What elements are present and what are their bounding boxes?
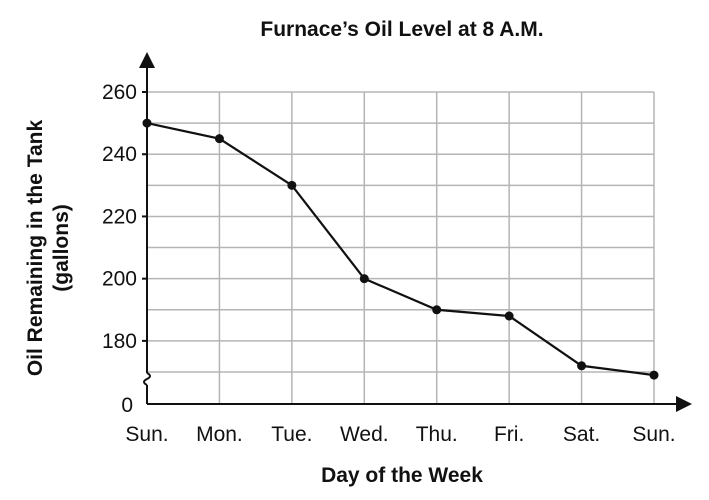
x-tick-label: Fri. [494, 423, 524, 446]
data-point [287, 180, 297, 190]
data-point [142, 118, 152, 128]
series-line [146, 122, 655, 377]
axes [139, 52, 692, 412]
y-tick-label-zero: 0 [121, 394, 133, 417]
x-tick-label: Sun. [125, 423, 168, 446]
y-tick-label: 180 [102, 330, 137, 353]
x-tick-label: Sun. [632, 423, 675, 446]
data-point [432, 305, 442, 315]
x-tick-label: Tue. [271, 423, 312, 446]
y-axis-title-line-1: Oil Remaining in the Tank [24, 120, 47, 377]
x-axis-title: Day of the Week [321, 464, 483, 487]
y-axis-arrow [139, 52, 155, 68]
y-tick-label: 200 [102, 268, 137, 291]
data-point [649, 370, 659, 380]
data-point [504, 311, 514, 321]
y-tick-label: 220 [102, 205, 137, 228]
y-axis-title: Oil Remaining in the Tank (gallons) [24, 120, 73, 377]
series-oil-level [142, 118, 659, 380]
x-tick-label: Thu. [416, 423, 458, 446]
x-tick-label: Wed. [340, 423, 389, 446]
y-axis-break [143, 372, 151, 386]
x-axis-arrow [676, 396, 692, 412]
y-axis-title-line-2: (gallons) [50, 204, 73, 292]
y-tick-label: 240 [102, 143, 137, 166]
data-point [214, 134, 224, 144]
y-tick-label: 260 [102, 81, 137, 104]
data-point [577, 361, 587, 371]
chart-title: Furnace’s Oil Level at 8 A.M. [260, 18, 543, 41]
tick-labels: 180 200 220 240 260 0 Sun. Mon. Tue. Wed. Thu. Fri.… [102, 81, 676, 446]
x-tick-label: Mon. [196, 423, 243, 446]
x-tick-label: Sat. [563, 423, 600, 446]
data-point [359, 274, 369, 284]
